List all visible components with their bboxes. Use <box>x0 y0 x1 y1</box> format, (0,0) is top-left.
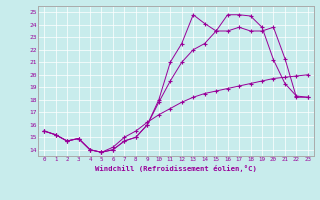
X-axis label: Windchill (Refroidissement éolien,°C): Windchill (Refroidissement éolien,°C) <box>95 165 257 172</box>
